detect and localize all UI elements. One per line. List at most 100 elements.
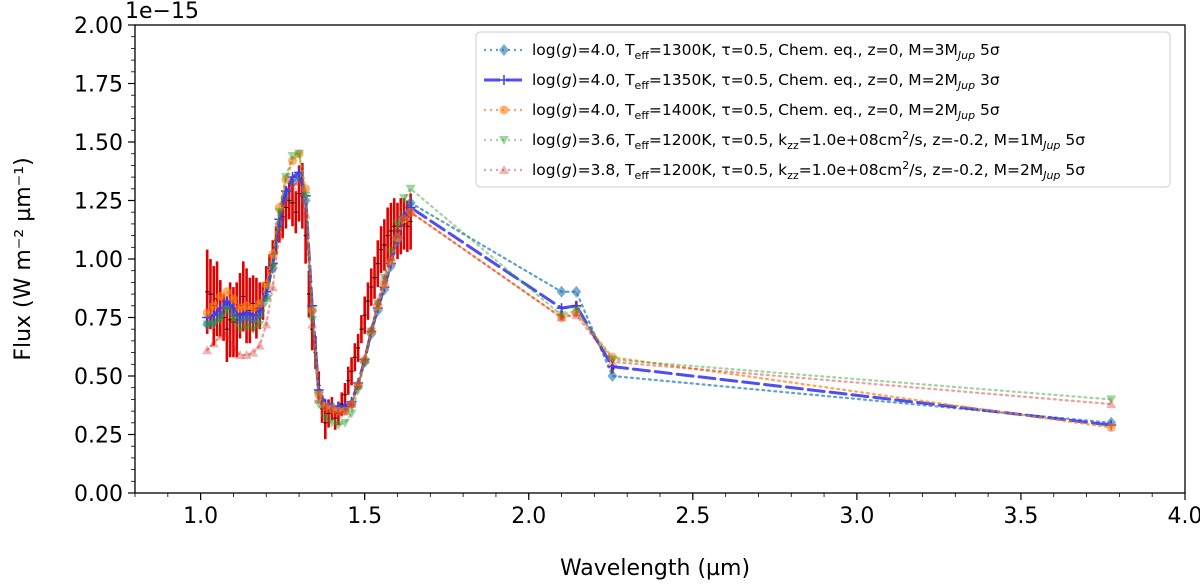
series-marker xyxy=(313,400,324,410)
series-marker xyxy=(346,399,357,409)
legend-entry: log(g)=3.8, Teff=1200K, τ=0.5, kzz=1.0e+… xyxy=(484,159,1085,182)
obs-point xyxy=(359,315,364,344)
x-tick-label: 3.0 xyxy=(839,504,874,529)
obs-point xyxy=(228,282,233,358)
series-marker xyxy=(294,149,305,159)
series-marker xyxy=(280,173,291,183)
obs-point xyxy=(385,207,390,264)
series-marker xyxy=(373,301,383,311)
legend-label: log(g)=4.0, Teff=1300K, τ=0.5, Chem. eq.… xyxy=(532,41,1000,62)
series-marker xyxy=(267,282,278,292)
series-marker xyxy=(385,251,396,261)
obs-point xyxy=(352,343,357,372)
series-marker xyxy=(235,349,245,359)
y-tick-label: 1.00 xyxy=(74,248,123,273)
series-marker xyxy=(267,262,278,272)
series-marker xyxy=(607,356,618,366)
series-marker xyxy=(386,256,396,266)
series-marker xyxy=(326,406,337,416)
series-marker xyxy=(607,352,617,362)
series-marker xyxy=(274,230,285,240)
series-line xyxy=(206,151,1113,429)
series-marker xyxy=(379,280,389,290)
series-marker xyxy=(406,207,416,217)
series-marker xyxy=(556,303,567,314)
y-tick-label: 2.00 xyxy=(74,14,123,39)
series-marker xyxy=(313,394,324,404)
obs-point xyxy=(356,333,361,362)
obs-point xyxy=(382,219,387,271)
series-marker xyxy=(571,285,582,298)
series-marker xyxy=(307,315,318,325)
series-marker xyxy=(1106,395,1117,405)
legend-entry: log(g)=4.0, Teff=1400K, τ=0.5, Chem. eq.… xyxy=(484,101,1000,122)
y-tick-label: 0.75 xyxy=(74,307,123,332)
obs-point xyxy=(372,256,377,299)
series-marker xyxy=(221,328,232,338)
series-marker xyxy=(571,310,582,320)
obs-point xyxy=(293,191,298,234)
series-marker xyxy=(228,294,238,304)
series-marker xyxy=(281,174,291,184)
series-marker xyxy=(267,258,278,269)
series-marker xyxy=(248,325,259,335)
series-marker xyxy=(235,325,245,335)
x-tick-label: 1.0 xyxy=(183,504,218,529)
series-marker xyxy=(353,386,364,396)
series-marker xyxy=(405,207,416,217)
legend-label: log(g)=3.8, Teff=1200K, τ=0.5, kzz=1.0e+… xyxy=(532,159,1085,182)
series-line xyxy=(206,179,1113,415)
y-tick-label: 1.75 xyxy=(74,73,123,98)
series-marker xyxy=(287,181,298,191)
series-marker xyxy=(261,297,272,307)
series-marker xyxy=(392,219,403,229)
obs-point xyxy=(398,198,403,255)
series-marker xyxy=(274,214,285,225)
series-marker xyxy=(1106,399,1117,409)
y-offset-text: 1e−15 xyxy=(125,0,199,24)
series-marker xyxy=(300,209,311,219)
obs-point xyxy=(323,406,328,440)
series-marker xyxy=(221,306,232,316)
y-tick-label: 0.50 xyxy=(74,365,123,390)
series-marker xyxy=(571,308,581,318)
legend-label: log(g)=3.6, Teff=1200K, τ=0.5, kzz=1.0e+… xyxy=(532,129,1085,152)
series-1 xyxy=(202,171,1117,429)
y-tick-label: 1.25 xyxy=(74,190,123,215)
series-marker xyxy=(392,228,403,238)
series-marker xyxy=(209,301,219,311)
series-marker xyxy=(379,272,390,282)
series-marker xyxy=(228,342,239,352)
x-tick-label: 3.5 xyxy=(1003,504,1038,529)
series-4 xyxy=(202,149,1117,431)
series-marker xyxy=(340,406,350,416)
series-marker xyxy=(366,327,376,337)
series-marker xyxy=(222,287,232,297)
series-marker xyxy=(353,380,363,390)
legend-entry: log(g)=3.6, Teff=1200K, τ=0.5, kzz=1.0e+… xyxy=(484,129,1085,152)
series-marker xyxy=(274,203,284,213)
obs-point xyxy=(349,357,354,386)
y-axis-label: Flux (W m⁻² µm⁻¹) xyxy=(11,157,36,360)
series-marker xyxy=(405,184,416,194)
series-marker xyxy=(261,280,271,290)
series-marker xyxy=(366,327,377,337)
series-marker xyxy=(366,324,377,334)
x-tick-label: 1.5 xyxy=(347,504,382,529)
series-marker xyxy=(294,149,304,159)
series-marker xyxy=(287,152,298,162)
legend-marker xyxy=(499,75,509,85)
legend-label: log(g)=4.0, Teff=1400K, τ=0.5, Chem. eq.… xyxy=(532,101,1000,122)
y-tick-label: 0.00 xyxy=(74,482,123,507)
series-marker xyxy=(307,319,318,329)
series-marker xyxy=(314,390,324,400)
series-marker xyxy=(359,354,370,364)
series-marker xyxy=(307,305,317,315)
series-marker xyxy=(372,296,383,306)
series-marker xyxy=(346,409,357,419)
series-line xyxy=(205,169,1113,427)
series-marker xyxy=(208,338,219,348)
series-marker xyxy=(215,291,225,301)
y-tick-label: 1.50 xyxy=(74,131,123,156)
